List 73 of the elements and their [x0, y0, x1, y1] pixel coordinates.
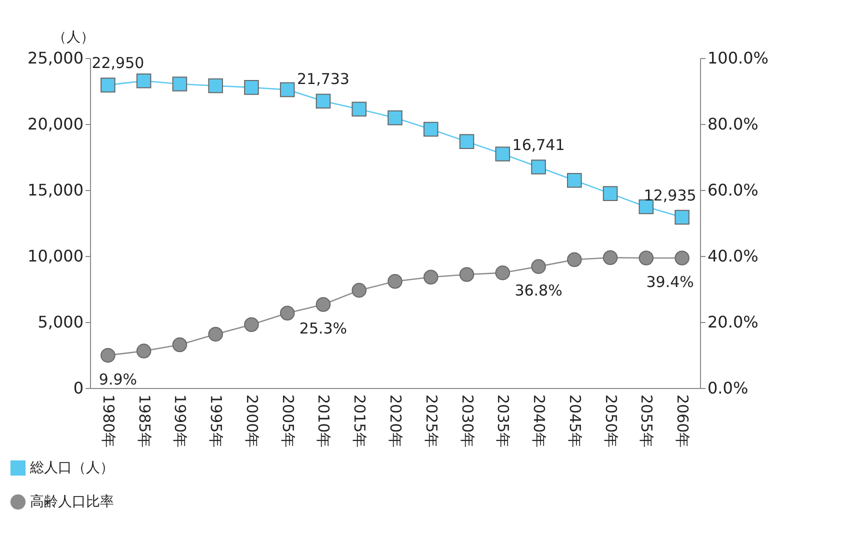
x-tick-label: 2015年	[350, 394, 369, 448]
x-tick-label: 2050年	[602, 394, 620, 448]
y-tick-label: 25,000	[28, 48, 84, 68]
point	[136, 73, 152, 88]
x-tick-label: 2045年	[566, 394, 584, 448]
y2-tick-label: 40.0%	[708, 246, 758, 266]
data-label: 22,950	[92, 54, 144, 72]
y-tick-label: 10,000	[28, 246, 84, 266]
x-tick-label: 2060年	[674, 394, 692, 448]
y-tick-label: 0	[73, 378, 84, 398]
point	[495, 146, 510, 162]
data-label: 36.8%	[514, 282, 562, 300]
data-label: 12,935	[644, 186, 696, 204]
data-label: 9.9%	[98, 370, 137, 388]
x-tick-label: 2040年	[530, 394, 548, 448]
point	[423, 270, 438, 284]
point	[352, 282, 367, 298]
point	[316, 297, 331, 312]
point	[172, 76, 188, 92]
point	[280, 306, 295, 320]
point	[208, 78, 223, 94]
point	[423, 122, 438, 137]
point	[244, 80, 259, 95]
y-tick-label: 15,000	[28, 180, 84, 200]
x-tick-label: 2035年	[494, 394, 512, 448]
x-tick-label: 1990年	[171, 394, 190, 448]
point	[280, 82, 295, 98]
point	[388, 110, 402, 126]
point	[459, 267, 474, 282]
point	[674, 250, 690, 266]
point	[602, 186, 618, 201]
point	[531, 259, 546, 274]
x-tick-label: 2025年	[422, 394, 440, 448]
data-label: 16,741	[512, 136, 565, 154]
point	[459, 134, 474, 149]
point	[567, 172, 582, 188]
y2-tick-label: 20.0%	[708, 312, 758, 332]
point	[352, 102, 367, 116]
point	[316, 94, 331, 109]
point	[567, 252, 582, 268]
x-tick-label: 2005年	[278, 394, 297, 448]
x-tick-label: 2000年	[242, 394, 261, 448]
x-tick-label: 2030年	[458, 394, 476, 448]
y-tick-label: 20,000	[28, 114, 84, 134]
legend-label: 高齢人口比率	[30, 494, 114, 510]
point	[495, 265, 510, 280]
point	[172, 337, 188, 352]
point	[602, 250, 618, 266]
point	[388, 274, 402, 289]
point	[674, 210, 690, 225]
x-tick-label: 2010年	[314, 394, 333, 448]
y-axis-title: （人）	[52, 30, 94, 46]
point	[208, 326, 223, 342]
point	[531, 160, 546, 174]
x-tick-label: 1995年	[207, 394, 226, 448]
y2-tick-label: 80.0%	[708, 114, 758, 134]
y2-tick-label: 60.0%	[708, 180, 758, 200]
data-label: 39.4%	[646, 272, 694, 291]
point	[100, 348, 116, 363]
y2-tick-label: 0.0%	[708, 378, 748, 398]
data-label: 25.3%	[299, 320, 348, 338]
point	[100, 78, 116, 92]
point	[244, 317, 259, 332]
point	[136, 344, 152, 358]
x-tick-label: 2020年	[386, 394, 404, 448]
x-tick-label: 2055年	[638, 394, 656, 448]
x-tick-label: 1980年	[99, 394, 118, 448]
y2-tick-label: 100.0%	[708, 48, 769, 68]
data-label: 21,733	[296, 70, 350, 88]
point	[638, 250, 654, 266]
y-tick-label: 5,000	[38, 312, 84, 332]
x-tick-label: 1985年	[135, 394, 154, 448]
legend-label: 総人口（人）	[29, 460, 114, 476]
